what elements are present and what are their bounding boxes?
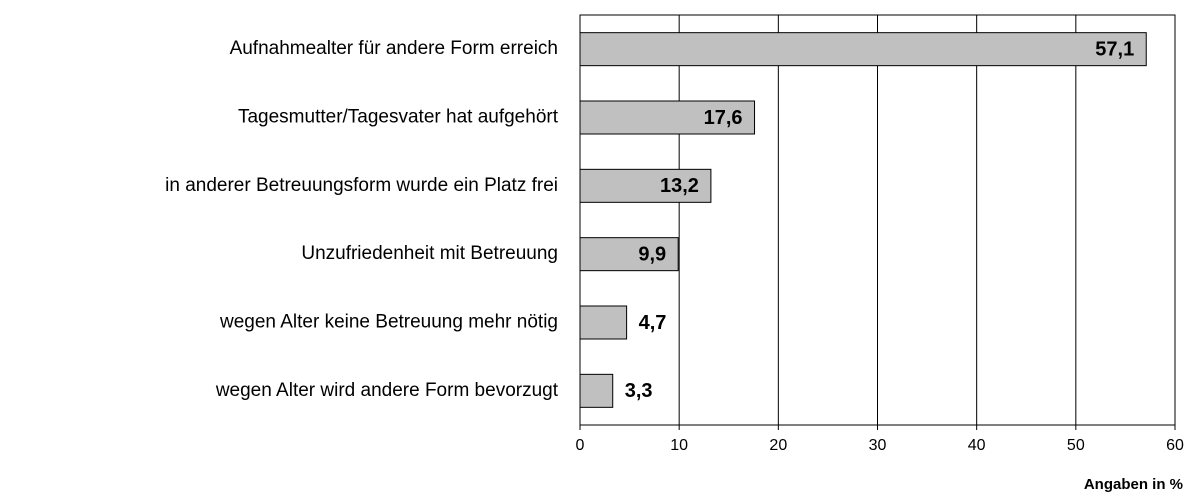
- x-tick-label: 20: [769, 437, 787, 454]
- bar: [579, 373, 614, 408]
- value-label: 4,7: [639, 312, 667, 334]
- x-tick-label: 40: [968, 437, 986, 454]
- value-label: 3,3: [625, 380, 653, 402]
- value-label: 9,9: [638, 243, 666, 265]
- y-tick-label: wegen Alter wird andere Form bevorzugt: [215, 380, 559, 401]
- x-tick-label: 10: [670, 437, 688, 454]
- value-label: 13,2: [660, 175, 699, 197]
- y-tick-label: Unzufriedenheit mit Betreuung: [301, 243, 558, 264]
- bar: [579, 237, 679, 272]
- x-tick-label: 50: [1067, 437, 1085, 454]
- x-tick-label: 60: [1166, 437, 1184, 454]
- value-label: 17,6: [704, 107, 743, 129]
- y-tick-label: Aufnahmealter für andere Form erreich: [230, 38, 558, 59]
- bar: [579, 32, 1147, 67]
- y-tick-label: wegen Alter keine Betreuung mehr nötig: [219, 312, 558, 333]
- bar: [579, 305, 628, 340]
- bar: [579, 100, 756, 135]
- y-tick-label: Tagesmutter/Tagesvater hat aufgehört: [238, 107, 559, 128]
- x-tick-label: 30: [869, 437, 887, 454]
- bar: [579, 168, 712, 203]
- value-label: 57,1: [1095, 38, 1134, 60]
- y-tick-label: in anderer Betreuungsform wurde ein Plat…: [165, 175, 558, 196]
- x-tick-label: 0: [576, 437, 585, 454]
- x-axis-label: Angaben in %: [1084, 476, 1183, 493]
